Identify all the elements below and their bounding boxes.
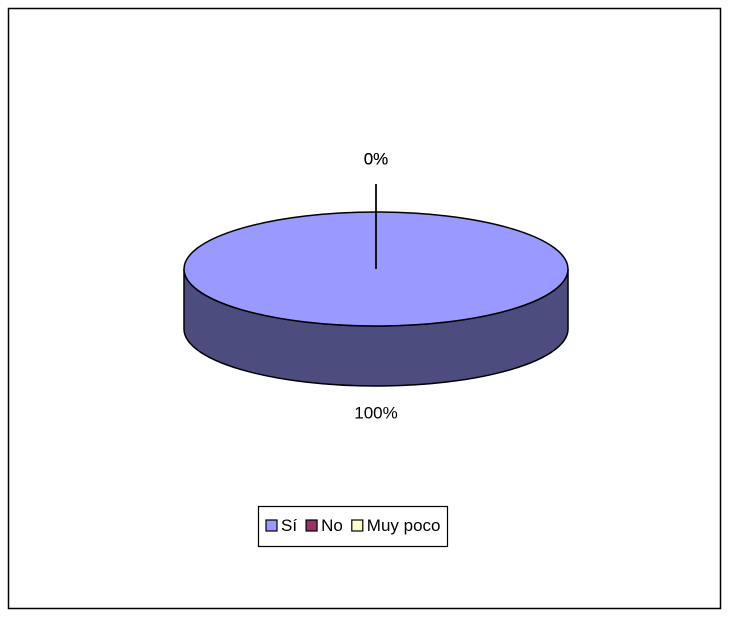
- legend-swatch: [351, 519, 364, 532]
- legend-swatch: [305, 519, 318, 532]
- legend-swatch: [265, 519, 278, 532]
- legend-box: [257, 505, 449, 548]
- data-label: 0%: [364, 149, 389, 168]
- data-label: 100%: [354, 403, 397, 422]
- legend-label: Sí: [281, 516, 297, 535]
- legend-label: No: [321, 516, 343, 535]
- legend: Sí No Muy poco: [257, 505, 449, 548]
- legend-label: Muy poco: [367, 516, 441, 535]
- data-label: 0%: [364, 149, 389, 168]
